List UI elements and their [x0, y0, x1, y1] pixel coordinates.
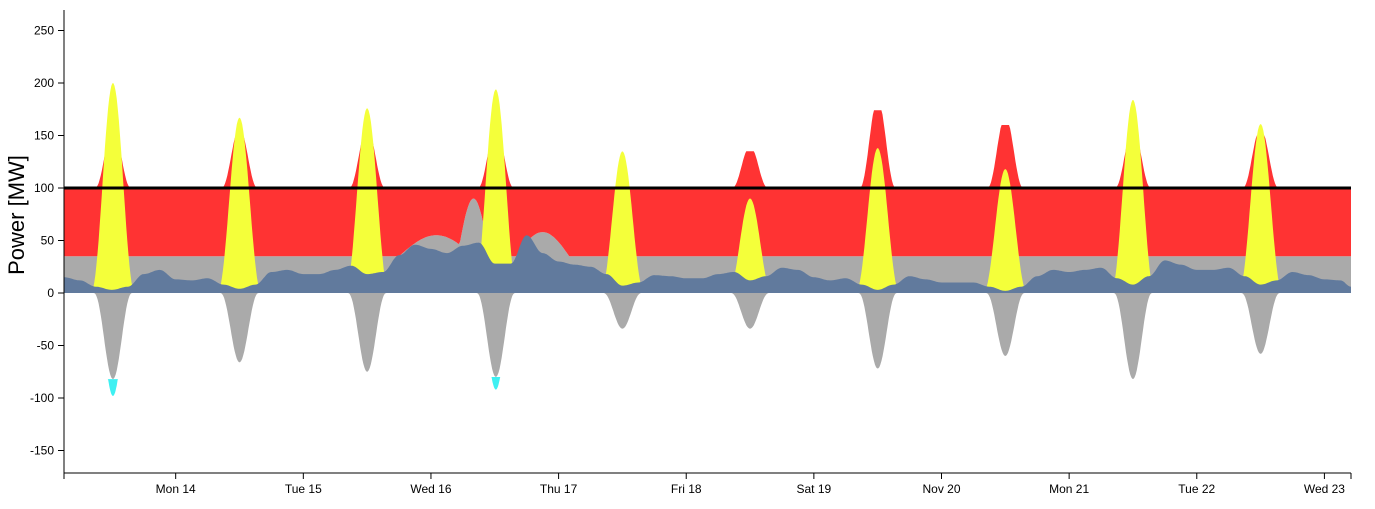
x-tick-label: Mon 14 — [156, 482, 196, 496]
red-peak-5 — [720, 151, 780, 188]
axes: 250 200 150 100 50 0 -50 -100 -150 Mon 14 Tue 15 We… — [30, 10, 1352, 496]
red-peak-7 — [976, 125, 1035, 188]
solar-peak-1 — [210, 117, 269, 294]
gray-dip-9 — [1231, 293, 1290, 354]
solar-peak-2 — [337, 108, 397, 293]
y-axis-title: Power [MW] — [4, 155, 29, 275]
y-tick-label: 50 — [41, 234, 55, 248]
x-tick-label: Sat 19 — [797, 482, 832, 496]
y-tick-label: 200 — [34, 76, 54, 90]
x-tick-label: Tue 15 — [285, 482, 322, 496]
solar-peak-7 — [976, 169, 1035, 293]
y-tick-label: -100 — [30, 391, 54, 405]
x-tick-label: Wed 23 — [1304, 482, 1345, 496]
solar-peak-3 — [466, 89, 526, 293]
y-tick-label: 250 — [34, 24, 54, 38]
gray-dip-6 — [848, 293, 907, 369]
plot-area — [64, 83, 1351, 396]
solar-peak-9 — [1231, 124, 1290, 293]
gray-dip-3 — [466, 293, 526, 377]
y-tick-label: 0 — [47, 286, 54, 300]
blue-load-area — [64, 235, 1351, 293]
solar-peak-4 — [593, 151, 652, 293]
solar-peak-6 — [848, 148, 907, 293]
gray-dip-8 — [1103, 293, 1163, 379]
red-band — [64, 188, 1351, 257]
x-tick-label: Tue 22 — [1178, 482, 1215, 496]
y-tick-label: 100 — [34, 181, 54, 195]
y-tick-label: -50 — [37, 339, 55, 353]
gray-dip-1 — [210, 293, 269, 363]
solar-peak-5 — [720, 198, 780, 293]
cyan-tip-0 — [106, 379, 120, 396]
gray-dip-5 — [720, 293, 780, 329]
x-tick-label: Nov 20 — [922, 482, 960, 496]
y-tick-label: -150 — [30, 444, 54, 458]
gray-dip-7 — [976, 293, 1035, 356]
x-tick-label: Fri 18 — [671, 482, 702, 496]
gray-band — [64, 198, 1351, 293]
y-tick-label: 150 — [34, 129, 54, 143]
cyan-tip-3 — [489, 377, 503, 390]
x-tick-label: Mon 21 — [1049, 482, 1089, 496]
x-tick-label: Thu 17 — [540, 482, 578, 496]
x-tick-label: Wed 16 — [410, 482, 451, 496]
gray-dip-0 — [83, 293, 143, 379]
solar-peak-8 — [1103, 100, 1163, 293]
gray-dip-4 — [593, 293, 652, 329]
gray-dip-2 — [337, 293, 397, 372]
